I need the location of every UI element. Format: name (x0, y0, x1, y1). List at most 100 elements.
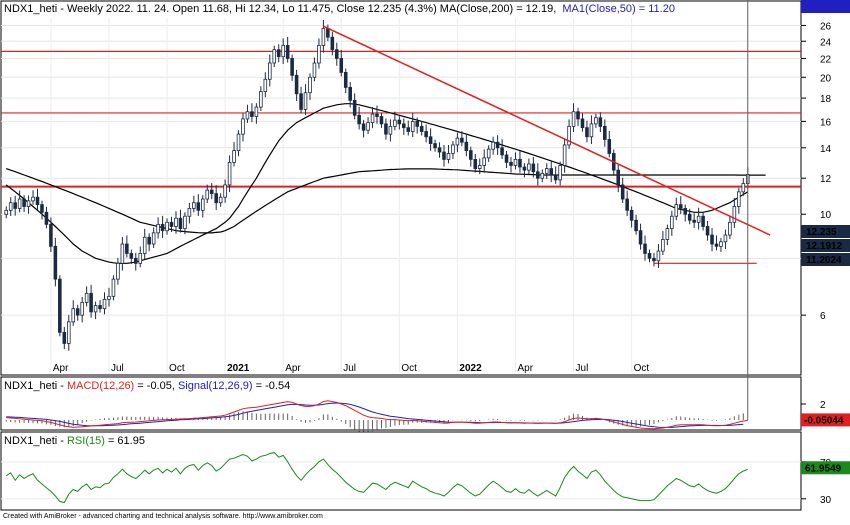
candle-down (509, 162, 513, 166)
macd-tag-box (801, 0, 850, 13)
price-tag-text: 12.1912 (806, 241, 843, 252)
price-header: NDX1_heti - Weekly 2022. 11. 24. Open 11… (4, 3, 556, 15)
candle-down (98, 305, 102, 310)
candle-down (442, 151, 446, 160)
candle-down (701, 215, 705, 227)
macd-panel-frame (0, 376, 802, 431)
candle-down (214, 193, 218, 204)
candle-up (142, 236, 147, 254)
x-tick-label: 2022 (459, 363, 482, 374)
candle-down (424, 131, 428, 138)
candle-down (35, 196, 40, 205)
rsi-prefix: NDX1_heti - (4, 435, 67, 447)
candle-up (4, 209, 9, 215)
candle-up (254, 106, 259, 117)
x-tick-label: Jul (111, 363, 124, 374)
macd-y-axis: 2 (801, 400, 826, 411)
candle-up (723, 234, 728, 243)
macd-panel: 2 -0.05044 -0.53918 NDX1_heti - MACD(12,2… (0, 0, 850, 434)
price-tag-box (801, 225, 850, 238)
candles (4, 20, 750, 351)
candle-up (737, 191, 741, 207)
candle-down (585, 127, 589, 138)
candle-down (625, 198, 629, 211)
candle-up (232, 150, 236, 163)
candle-down (643, 243, 647, 254)
candle-down (335, 49, 339, 59)
candle-down (460, 137, 464, 143)
candle-down (357, 114, 361, 125)
candle-up (540, 172, 545, 179)
rsi-tag-text: 61.9549 (805, 463, 842, 474)
x-tick-label: Jul (576, 363, 589, 374)
candle-down (522, 166, 527, 171)
candle-up (281, 45, 285, 58)
price-tick-label: 26 (820, 21, 832, 32)
rsi-line (5, 452, 748, 504)
candle-up (571, 111, 576, 127)
candle-down (361, 123, 366, 131)
x-tick-label: 2021 (227, 363, 250, 374)
candle-down (415, 120, 419, 127)
signal-label: Signal(12,26,9) (178, 380, 253, 392)
ma50-header: MA1(Close,50) = 11.20 (562, 3, 675, 15)
candle-up (696, 215, 701, 223)
macd-tick-label: 2 (820, 400, 826, 411)
candle-up (268, 62, 272, 80)
candle-up (312, 62, 317, 78)
candle-down (464, 141, 469, 152)
candle-up (719, 241, 723, 247)
signal-line (6, 402, 744, 428)
candle-down (397, 119, 402, 125)
candle-up (192, 202, 196, 209)
candle-up (71, 308, 76, 323)
x-tick-label: Oct (169, 363, 185, 374)
candle-down (326, 28, 330, 38)
candle-up (732, 206, 737, 223)
macd-value: = -0.05, (137, 380, 178, 392)
candle-down (469, 150, 473, 160)
candle-up (370, 113, 375, 124)
macd-tags: -0.05044 -0.53918 (801, 0, 850, 427)
candle-down (375, 113, 379, 117)
rsi-panel-frame (0, 431, 802, 511)
x-axis-labels: Apr Jul Oct 2021 Apr Jul Oct 2022 Apr Jul Oct (53, 363, 649, 374)
candle-up (80, 302, 84, 316)
x-tick-label: Oct (634, 363, 650, 374)
price-tag-box (801, 239, 850, 252)
rsi-header-text: NDX1_heti - RSI(15) = 61.95 (4, 435, 145, 447)
candle-down (634, 219, 638, 232)
candle-up (200, 198, 205, 211)
candle-up (236, 133, 241, 152)
macd-line (6, 400, 748, 430)
candle-down (44, 211, 49, 225)
candle-up (120, 243, 125, 264)
candle-up (513, 158, 518, 166)
candle-up (366, 122, 370, 131)
candle-up (665, 228, 670, 240)
macd-label: MACD(12,26) (67, 380, 134, 392)
rsi-label: RSI(15) (67, 435, 105, 447)
candle-down (531, 163, 536, 173)
candle-up (84, 292, 89, 303)
candle-down (285, 45, 290, 59)
candle-down (647, 253, 652, 259)
signal-value: = -0.54 (256, 380, 291, 392)
candle-up (482, 157, 486, 166)
candle-down (406, 127, 411, 132)
candle-up (165, 221, 169, 232)
candle-up (259, 91, 263, 108)
candle-down (598, 117, 603, 127)
price-tick-label: 16 (820, 117, 832, 128)
price-tick-label: 12 (820, 174, 832, 185)
candle-down (620, 184, 625, 200)
candle-down (437, 147, 442, 153)
candle-down (384, 123, 388, 135)
candle-down (290, 58, 294, 76)
candle-up (107, 295, 111, 300)
candle-down (473, 158, 478, 169)
price-header-text: NDX1_heti - Weekly 2022. 11. 24. Open 11… (4, 3, 675, 15)
rsi-line (5, 452, 748, 504)
macd-tag-text: -0.05044 (804, 415, 844, 426)
candle-down (692, 219, 696, 223)
